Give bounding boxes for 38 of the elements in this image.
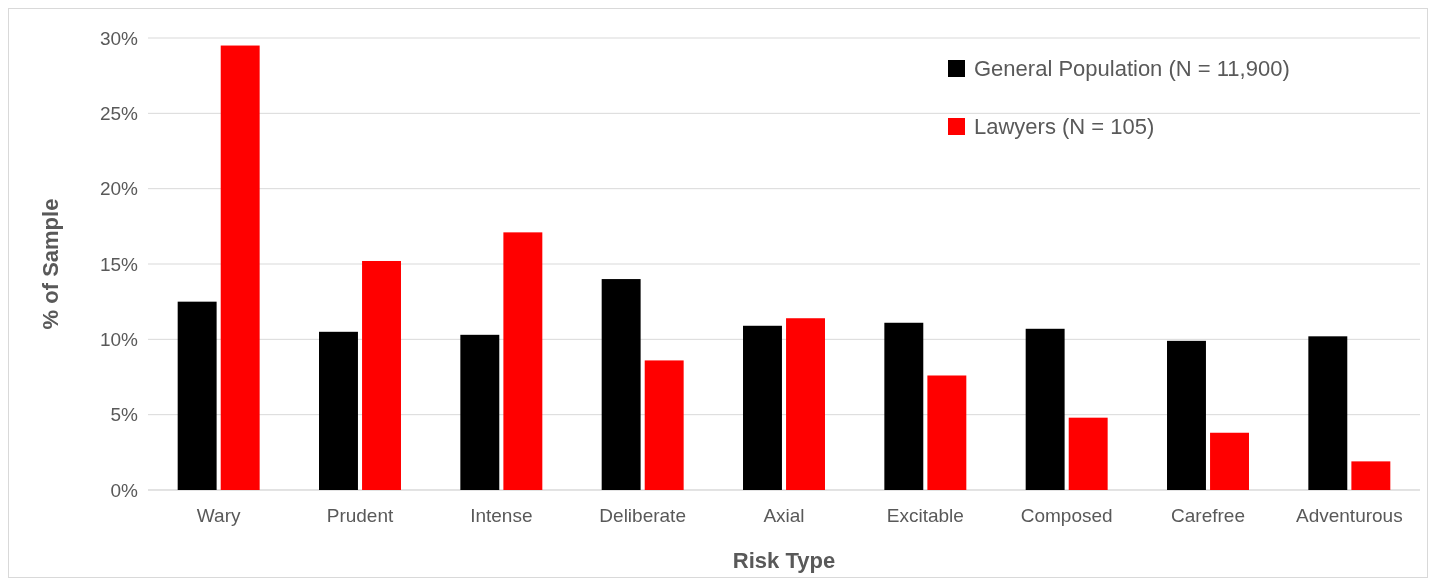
x-tick-label: Composed [1020,505,1113,526]
y-tick-label: 5% [110,404,139,426]
y-tick-label: 25% [99,102,139,124]
bar [1308,336,1348,490]
bar [503,232,543,490]
bar [1068,417,1108,490]
x-tick-label: Axial [763,505,805,526]
legend-label: General Population (N = 11,900) [974,55,1290,81]
bar [927,375,967,490]
y-tick-label: 15% [99,253,139,275]
bar [884,322,924,490]
x-tick-label: Intense [470,505,533,526]
y-tick-label: 0% [110,479,139,501]
x-tick-label: Wary [196,505,241,526]
bar [644,360,684,490]
legend-label: Lawyers (N = 105) [974,113,1155,139]
bar [177,301,217,490]
bar [786,318,825,490]
y-axis-title: % of Sample [38,198,63,330]
y-tick-label: 20% [99,178,139,200]
bar [601,279,641,490]
bar [1025,328,1065,490]
bar [362,260,401,490]
x-tick-label: Adventurous [1295,505,1403,526]
y-tick-label: 30% [99,27,139,49]
bar [1351,461,1391,490]
x-tick-label: Deliberate [599,505,686,526]
x-tick-label: Carefree [1171,505,1245,526]
bar [319,331,358,490]
y-tick-label: 10% [99,328,139,350]
bar [220,45,260,490]
x-tick-label: Prudent [326,505,394,526]
x-axis-title: Risk Type [732,548,836,573]
bar [1167,340,1206,490]
bar [743,325,782,490]
x-tick-label: Excitable [886,505,964,526]
bar [1210,432,1249,490]
bar [460,334,500,490]
